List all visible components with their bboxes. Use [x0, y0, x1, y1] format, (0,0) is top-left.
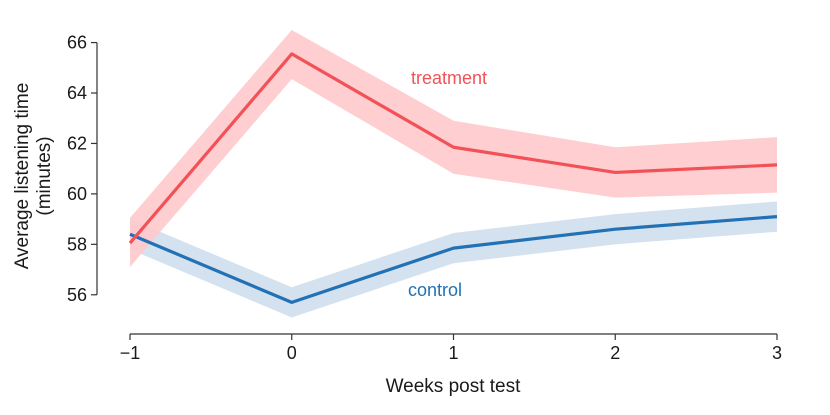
- x-tick-label: 1: [448, 343, 458, 363]
- y-tick-label: 62: [67, 133, 87, 153]
- y-tick-label: 58: [67, 234, 87, 254]
- y-tick-label: 60: [67, 184, 87, 204]
- band-control: [130, 201, 777, 318]
- series-label-treatment: treatment: [411, 68, 487, 88]
- y-ticks: 56 58 60 62 64 66: [67, 33, 97, 305]
- y-tick-label: 56: [67, 285, 87, 305]
- y-tick-label: 64: [67, 83, 87, 103]
- x-tick-label: 3: [772, 343, 782, 363]
- y-tick-label: 66: [67, 33, 87, 53]
- x-tick-label: 0: [287, 343, 297, 363]
- y-axis-title-line-1: Average listening time: [12, 83, 33, 270]
- series-label-control: control: [408, 280, 462, 300]
- x-axis-title: Weeks post test: [386, 376, 522, 397]
- x-tick-label: 2: [610, 343, 620, 363]
- y-axis-title-line-2: (minutes): [34, 136, 55, 215]
- x-tick-label: −1: [120, 343, 141, 363]
- lines-layer: [128, 52, 778, 304]
- x-ticks: −1 0 1 2 3: [120, 334, 782, 363]
